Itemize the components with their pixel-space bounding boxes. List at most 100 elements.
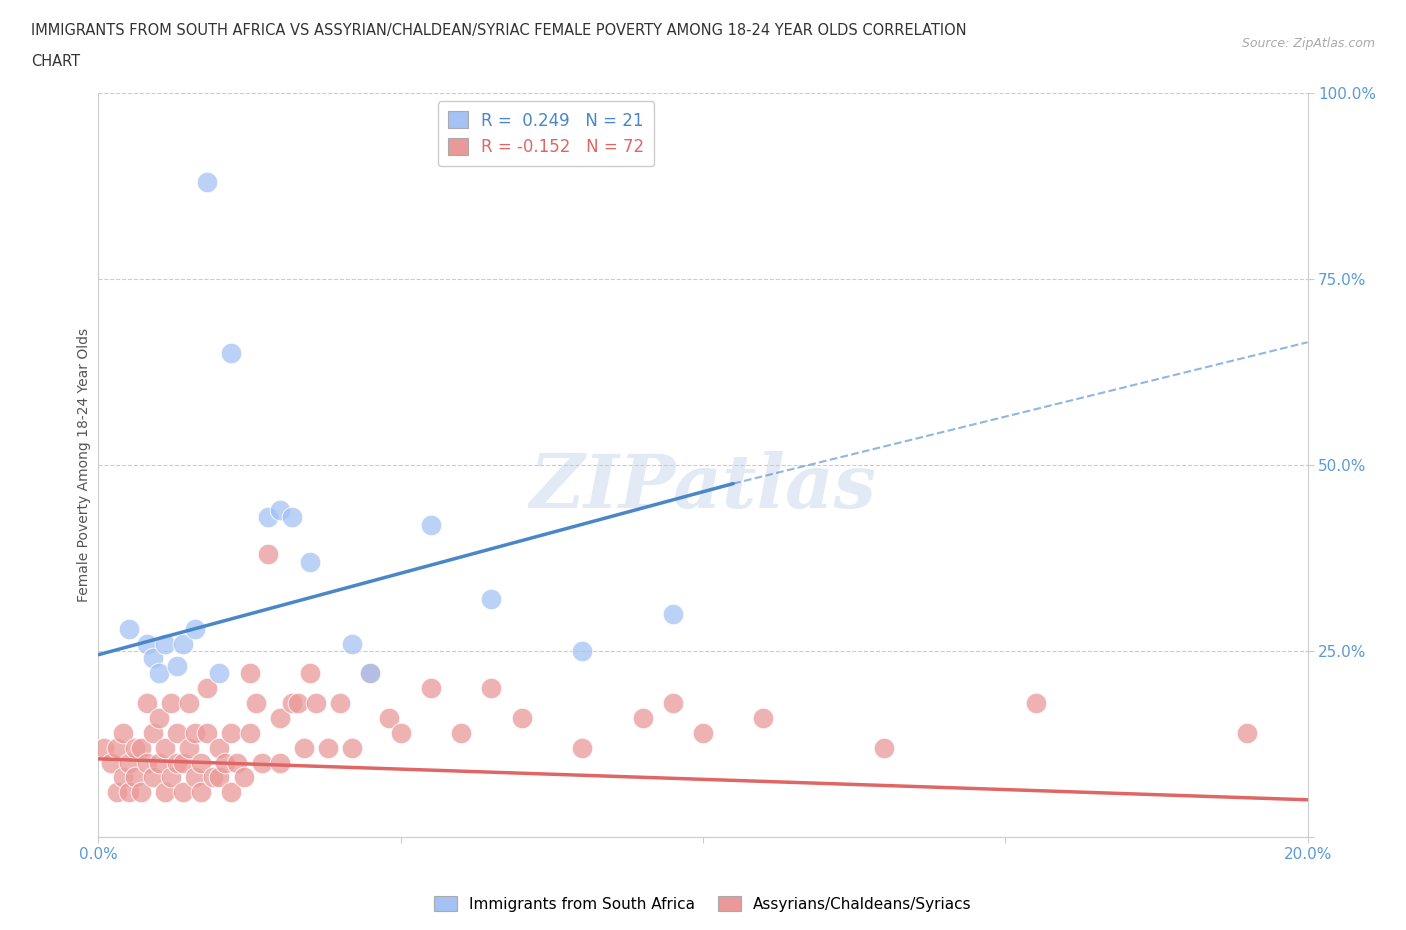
Point — [129, 740, 152, 755]
Point — [269, 502, 291, 517]
Point — [692, 725, 714, 740]
Point — [389, 725, 412, 740]
Point — [1024, 696, 1046, 711]
Point — [232, 770, 254, 785]
Point — [208, 666, 231, 681]
Point — [481, 681, 503, 696]
Point — [124, 770, 146, 785]
Point — [166, 658, 188, 673]
Point — [221, 346, 243, 361]
Text: ZIPatlas: ZIPatlas — [530, 451, 876, 524]
Point — [250, 755, 273, 770]
Point — [190, 785, 212, 800]
Point — [752, 711, 775, 725]
Point — [195, 175, 218, 190]
Point — [287, 696, 309, 711]
Point — [214, 755, 236, 770]
Point — [118, 785, 141, 800]
Point — [299, 666, 322, 681]
Y-axis label: Female Poverty Among 18-24 Year Olds: Female Poverty Among 18-24 Year Olds — [77, 328, 91, 602]
Point — [160, 770, 183, 785]
Point — [281, 696, 304, 711]
Point — [661, 606, 683, 621]
Point — [111, 770, 134, 785]
Point — [195, 681, 218, 696]
Point — [342, 740, 364, 755]
Text: IMMIGRANTS FROM SOUTH AFRICA VS ASSYRIAN/CHALDEAN/SYRIAC FEMALE POVERTY AMONG 18: IMMIGRANTS FROM SOUTH AFRICA VS ASSYRIAN… — [31, 23, 966, 38]
Point — [360, 666, 382, 681]
Point — [208, 770, 231, 785]
Point — [269, 755, 291, 770]
Point — [118, 755, 141, 770]
Point — [172, 785, 194, 800]
Text: Source: ZipAtlas.com: Source: ZipAtlas.com — [1241, 37, 1375, 50]
Point — [177, 696, 201, 711]
Point — [166, 725, 188, 740]
Point — [142, 651, 165, 666]
Point — [124, 740, 146, 755]
Point — [1236, 725, 1258, 740]
Point — [100, 755, 122, 770]
Point — [135, 755, 157, 770]
Point — [148, 711, 170, 725]
Point — [510, 711, 533, 725]
Point — [239, 725, 262, 740]
Point — [226, 755, 249, 770]
Point — [202, 770, 225, 785]
Point — [481, 591, 503, 606]
Point — [111, 725, 134, 740]
Point — [148, 666, 170, 681]
Point — [450, 725, 472, 740]
Point — [129, 785, 152, 800]
Point — [135, 636, 157, 651]
Point — [661, 696, 683, 711]
Point — [299, 554, 322, 569]
Point — [631, 711, 654, 725]
Point — [172, 636, 194, 651]
Point — [316, 740, 339, 755]
Legend: R =  0.249   N = 21, R = -0.152   N = 72: R = 0.249 N = 21, R = -0.152 N = 72 — [437, 101, 654, 166]
Point — [105, 785, 128, 800]
Point — [118, 621, 141, 636]
Point — [184, 770, 207, 785]
Point — [190, 755, 212, 770]
Point — [142, 770, 165, 785]
Point — [571, 740, 593, 755]
Point — [221, 725, 243, 740]
Point — [342, 636, 364, 651]
Point — [153, 636, 176, 651]
Point — [269, 711, 291, 725]
Point — [245, 696, 267, 711]
Point — [305, 696, 328, 711]
Point — [256, 510, 278, 525]
Point — [166, 755, 188, 770]
Point — [153, 740, 176, 755]
Point — [135, 696, 157, 711]
Point — [292, 740, 315, 755]
Point — [329, 696, 352, 711]
Point — [153, 785, 176, 800]
Point — [105, 740, 128, 755]
Point — [419, 517, 441, 532]
Point — [195, 725, 218, 740]
Point — [360, 666, 382, 681]
Point — [142, 725, 165, 740]
Point — [221, 785, 243, 800]
Point — [184, 725, 207, 740]
Point — [208, 740, 231, 755]
Point — [419, 681, 441, 696]
Point — [281, 510, 304, 525]
Point — [571, 644, 593, 658]
Point — [93, 740, 115, 755]
Point — [184, 621, 207, 636]
Point — [239, 666, 262, 681]
Point — [873, 740, 896, 755]
Text: CHART: CHART — [31, 54, 80, 69]
Point — [377, 711, 399, 725]
Point — [172, 755, 194, 770]
Point — [177, 740, 201, 755]
Point — [148, 755, 170, 770]
Point — [256, 547, 278, 562]
Legend: Immigrants from South Africa, Assyrians/Chaldeans/Syriacs: Immigrants from South Africa, Assyrians/… — [427, 889, 979, 918]
Point — [160, 696, 183, 711]
